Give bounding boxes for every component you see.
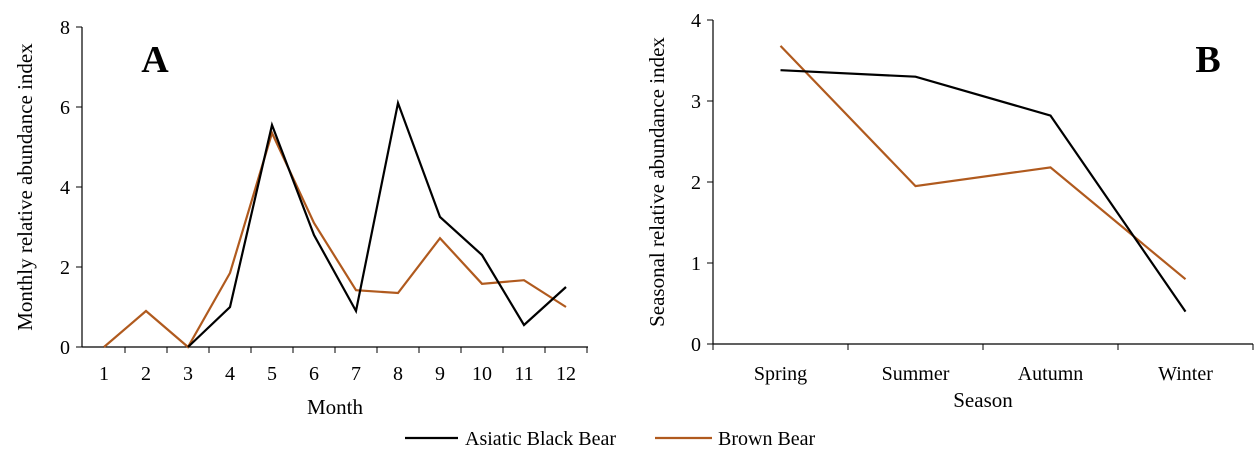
x-tick-label: 11	[514, 363, 533, 385]
x-tick-label: 5	[267, 363, 277, 385]
y-tick-label: 0	[60, 337, 70, 359]
y-tick-label: 2	[60, 257, 70, 279]
x-tick-label: Spring	[754, 363, 807, 385]
x-tick-label: Winter	[1158, 363, 1213, 385]
series-line-asiatic-black-bear	[780, 69, 1187, 313]
x-tick-label: 6	[309, 363, 319, 385]
x-tick-label: 4	[225, 363, 235, 385]
y-tick-label: 4	[691, 10, 701, 32]
legend-label: Brown Bear	[718, 428, 816, 450]
y-axis-title: Monthly relative abundance index	[13, 43, 37, 331]
legend-label: Asiatic Black Bear	[465, 428, 616, 450]
x-tick-label: Summer	[882, 363, 950, 385]
y-tick-label: 6	[60, 97, 70, 119]
panel-label: B	[1195, 39, 1220, 81]
x-tick-label: 3	[183, 363, 193, 385]
x-tick-label: 7	[351, 363, 361, 385]
legend: Asiatic Black Bear Brown Bear	[405, 428, 816, 450]
x-tick-label: 1	[99, 363, 109, 385]
x-tick-label: 8	[393, 363, 403, 385]
series-line-asiatic-black-bear	[187, 98, 567, 348]
panel-label: A	[141, 39, 169, 81]
series-line-brown-bear	[779, 45, 1187, 281]
x-tick-label: 12	[556, 363, 576, 385]
y-tick-label: 8	[60, 17, 70, 39]
y-tick-label: 4	[60, 177, 70, 199]
y-tick-label: 2	[691, 172, 701, 194]
x-axis-title: Season	[953, 388, 1013, 412]
chart-panel-b: 0 1 2 3 4 Spring Summer Autumn Winter Season Seaso…	[645, 10, 1254, 412]
y-tick-label: 0	[691, 334, 701, 356]
y-tick-label: 3	[691, 91, 701, 113]
y-tick-label: 1	[691, 253, 701, 275]
x-tick-label: Autumn	[1018, 363, 1084, 385]
x-tick-label: 9	[435, 363, 445, 385]
x-tick-label: 2	[141, 363, 151, 385]
x-axis-title: Month	[307, 395, 364, 419]
series-line-brown-bear	[103, 129, 567, 349]
x-tick-label: 10	[472, 363, 492, 385]
y-axis-title: Seasonal relative abundance index	[645, 37, 669, 327]
